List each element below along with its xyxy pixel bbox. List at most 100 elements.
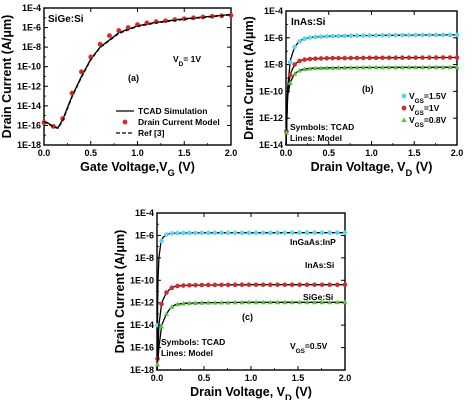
tcad-point (367, 33, 372, 38)
y-tick-label: 1E-10 (259, 86, 283, 96)
tcad-point (342, 55, 347, 61)
tcad-point (413, 55, 418, 60)
x-tick-label: 1.5 (292, 373, 305, 383)
x-tick-label: 1.5 (408, 148, 421, 158)
tcad-point (193, 282, 198, 288)
tcad-point (239, 282, 245, 288)
tcad-point (342, 64, 348, 70)
tcad-point (327, 230, 332, 236)
tcad-point (454, 64, 460, 70)
model-line (156, 301, 345, 371)
y-tick-label: 1E-8 (264, 60, 283, 70)
series-v-gs-1-5v (284, 32, 460, 146)
tcad-point (393, 64, 399, 70)
tcad-point (348, 55, 354, 61)
y-axis-label: Drain Current (A/μm) (242, 16, 256, 140)
tcad-point (319, 282, 325, 288)
tcad-point (312, 65, 319, 71)
tcad-point (232, 230, 238, 236)
tcad-point (324, 34, 330, 39)
y-tick-label: 1E-4 (22, 3, 41, 13)
tcad-point (218, 299, 225, 305)
panel-title: SiGe:Si (48, 14, 84, 25)
y-tick-label: 1E-10 (17, 62, 41, 72)
series-label: InAs:Si (305, 260, 334, 270)
y-tick-label: 1E-18 (17, 140, 41, 150)
tcad-point (319, 230, 325, 236)
tcad-point (297, 230, 302, 236)
series-label: InGaAs:InP (290, 237, 336, 247)
y-tick-label: 1E-16 (17, 120, 41, 130)
tcad-point (302, 36, 307, 42)
tcad-point (206, 230, 211, 236)
x-tick-label: 0.5 (84, 148, 97, 158)
series-ingaas-inp (155, 230, 348, 371)
tcad-point (307, 56, 313, 62)
tcad-point (267, 299, 273, 305)
tcad-point (311, 299, 318, 305)
tcad-point (282, 230, 288, 236)
panel-title: InAs:Si (291, 17, 326, 28)
tcad-point (413, 64, 419, 70)
tcad-point (239, 230, 245, 236)
y-tick-label: 1E-4 (135, 208, 154, 218)
x-tick-label: 0.5 (322, 148, 335, 158)
tcad-point (324, 65, 330, 70)
tcad-point (419, 64, 426, 70)
y-tick-label: 1E-8 (135, 253, 154, 263)
data-point (97, 41, 103, 47)
tcad-point (440, 64, 446, 70)
tcad-point (386, 55, 392, 61)
tcad-point (253, 299, 259, 305)
series-v-gs-0-8v (283, 64, 460, 146)
tcad-point (205, 300, 211, 305)
tcad-point (367, 55, 372, 61)
note: Symbols: TCAD (161, 337, 225, 347)
tcad-point (318, 56, 324, 61)
tcad-point (225, 230, 231, 236)
legend-label: Drain Current Model (138, 117, 220, 127)
tcad-point (342, 33, 347, 39)
x-tick-label: 2.0 (339, 373, 352, 383)
tcad-point (260, 282, 266, 288)
tcad-point (324, 55, 330, 61)
tcad-point (433, 32, 439, 38)
tcad-point (454, 55, 460, 60)
tcad-point (373, 64, 379, 70)
tcad-point (169, 285, 175, 291)
tcad-point (312, 282, 317, 288)
tcad-point (275, 282, 280, 288)
tcad-point (159, 238, 164, 244)
series-inas-si (155, 282, 348, 371)
tcad-point (297, 282, 302, 288)
annotation: VD= 1V (173, 54, 201, 68)
tcad-point (330, 33, 335, 39)
tcad-point (335, 282, 340, 288)
tcad-point (297, 39, 302, 44)
annotation: VGS=0.5V (290, 341, 328, 355)
tcad-point (360, 55, 366, 61)
tcad-point (426, 32, 432, 38)
y-axis-label: Drain Current (A/μm) (0, 15, 14, 139)
tcad-point (289, 230, 295, 236)
tcad-point (386, 32, 392, 38)
tcad-point (304, 230, 310, 236)
tcad-point (447, 64, 453, 70)
tcad-point (289, 282, 295, 288)
y-tick-label: 1E-14 (259, 140, 283, 150)
tcad-point (287, 80, 293, 85)
tcad-point (334, 299, 340, 305)
tcad-point (433, 55, 439, 60)
tcad-point (206, 282, 211, 288)
tcad-point (193, 230, 198, 236)
legend-label: Ref [3] (138, 128, 165, 138)
tcad-point (336, 33, 341, 39)
x-tick-label: 0.0 (280, 148, 293, 158)
tcad-point (406, 32, 412, 38)
tcad-point (447, 55, 453, 60)
tcad-point (296, 299, 303, 305)
data-point (69, 90, 75, 96)
panel-b: 1E-14 1E-12 1E-10 1E-8 1E-6 1E-4 0.0 0.5 1.0 1.5 2… (242, 6, 463, 178)
tcad-point (379, 64, 386, 70)
tcad-point (225, 299, 231, 305)
